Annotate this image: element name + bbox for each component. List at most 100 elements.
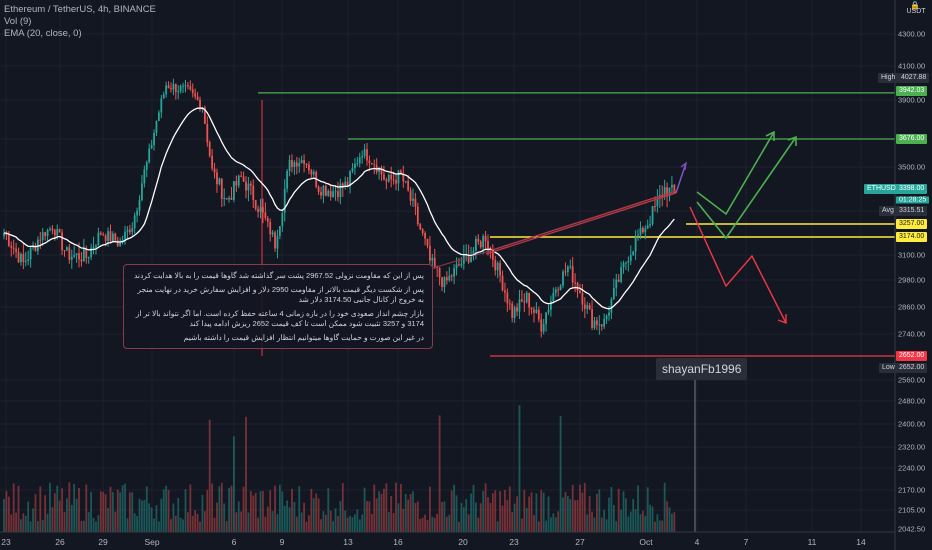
volume-bar <box>75 498 78 532</box>
volume-bar <box>104 494 107 532</box>
resistance-tag: 3942.03 <box>896 86 928 96</box>
volume-bar <box>320 519 322 532</box>
candle-body <box>387 174 390 182</box>
candle-body <box>441 277 443 288</box>
candle-body <box>356 163 359 165</box>
volume-bar <box>303 502 305 532</box>
candle-body <box>641 227 644 233</box>
candle-body <box>269 221 272 235</box>
volume-bar <box>409 494 412 532</box>
candle-body <box>66 247 68 251</box>
candle-body <box>477 238 480 242</box>
candle-body <box>399 170 402 174</box>
candle-body <box>383 174 385 180</box>
y-tick: 2320.00 <box>898 442 926 452</box>
candle-body <box>150 145 153 149</box>
volume-bar <box>419 518 422 532</box>
volume-bar <box>216 502 218 532</box>
candle-body <box>199 99 201 109</box>
candle-body <box>373 164 376 166</box>
candle-body <box>516 307 518 312</box>
volume-bar <box>126 518 129 532</box>
volume-bar <box>458 521 460 532</box>
candle-body <box>654 206 656 208</box>
volume-indicator-label[interactable]: Vol (9) <box>4 16 32 27</box>
ema-indicator-label[interactable]: EMA (20, close, 0) <box>4 28 82 39</box>
candle-body <box>564 271 567 273</box>
volume-bar <box>138 498 141 532</box>
volume-bar <box>470 493 472 532</box>
candle-body <box>530 307 533 310</box>
volume-bar <box>112 492 114 532</box>
avg-label: Avg <box>879 206 897 216</box>
candle-body <box>85 248 88 258</box>
volume-bar <box>605 519 608 532</box>
volume-bar <box>450 490 453 532</box>
candle-body <box>361 155 364 158</box>
candle-body <box>56 229 59 236</box>
volume-bar <box>530 492 533 532</box>
volume-bar <box>656 514 659 532</box>
symbol-title[interactable]: Ethereum / TetherUS, 4h, BINANCE <box>4 4 156 15</box>
candle-body <box>412 198 414 201</box>
candle-body <box>133 215 136 229</box>
volume-bar <box>20 519 22 532</box>
x-tick: 23 <box>1 537 11 547</box>
volume-bar <box>535 493 538 532</box>
candle-body <box>533 309 535 313</box>
volume-bar <box>116 489 119 532</box>
candle-body <box>237 175 240 186</box>
volume-bar <box>128 492 131 532</box>
volume-bar <box>475 502 477 532</box>
candle-body <box>119 241 122 246</box>
candle-body <box>612 287 615 300</box>
candle-body <box>644 228 647 233</box>
candle-body <box>397 170 400 184</box>
volume-bar <box>433 517 436 532</box>
volume-bar <box>383 488 385 532</box>
volume-bar <box>477 517 480 532</box>
volume-bar <box>559 415 562 532</box>
volume-bar <box>201 494 204 532</box>
candle-body <box>148 148 151 163</box>
candle-body <box>211 155 214 169</box>
volume-bar <box>455 495 458 532</box>
volume-bar <box>36 521 39 532</box>
candle-countdown: 01:28:25 <box>896 196 930 204</box>
candle-body <box>424 233 426 239</box>
candle-body <box>445 277 448 281</box>
volume-bar <box>300 512 303 532</box>
candle-body <box>366 149 368 161</box>
candle-body <box>557 289 560 291</box>
candle-body <box>203 107 206 124</box>
candle-body <box>598 324 601 326</box>
volume-bar <box>443 501 446 532</box>
volume-bar <box>220 482 223 532</box>
volume-bar <box>264 516 267 532</box>
volume-bar <box>189 484 192 532</box>
currency-button[interactable]: 🔒 USDT <box>904 1 928 16</box>
drawings <box>432 130 797 325</box>
candle-body <box>600 324 603 327</box>
candle-body <box>334 191 337 193</box>
volume-bar <box>472 484 475 532</box>
volume-bar <box>66 498 68 532</box>
candle-body <box>523 301 526 303</box>
volume-bar <box>153 518 155 532</box>
volume-bar <box>610 487 613 532</box>
candle-body <box>649 224 652 226</box>
note-line: پس از شکست دیگر قیمت بالاتر از مقاومت 29… <box>137 285 424 304</box>
volume-bar <box>479 503 482 532</box>
volume-bar <box>10 514 13 532</box>
candle-body <box>438 267 441 278</box>
support-tag: 2652.00 <box>896 351 928 361</box>
candle-body <box>174 84 177 93</box>
candle-body <box>583 304 586 309</box>
candle-body <box>566 266 569 272</box>
volume-bar <box>603 509 606 532</box>
volume-bar <box>598 489 601 532</box>
candle-body <box>271 232 274 235</box>
volume-bar <box>334 508 337 532</box>
candle-body <box>22 254 25 263</box>
